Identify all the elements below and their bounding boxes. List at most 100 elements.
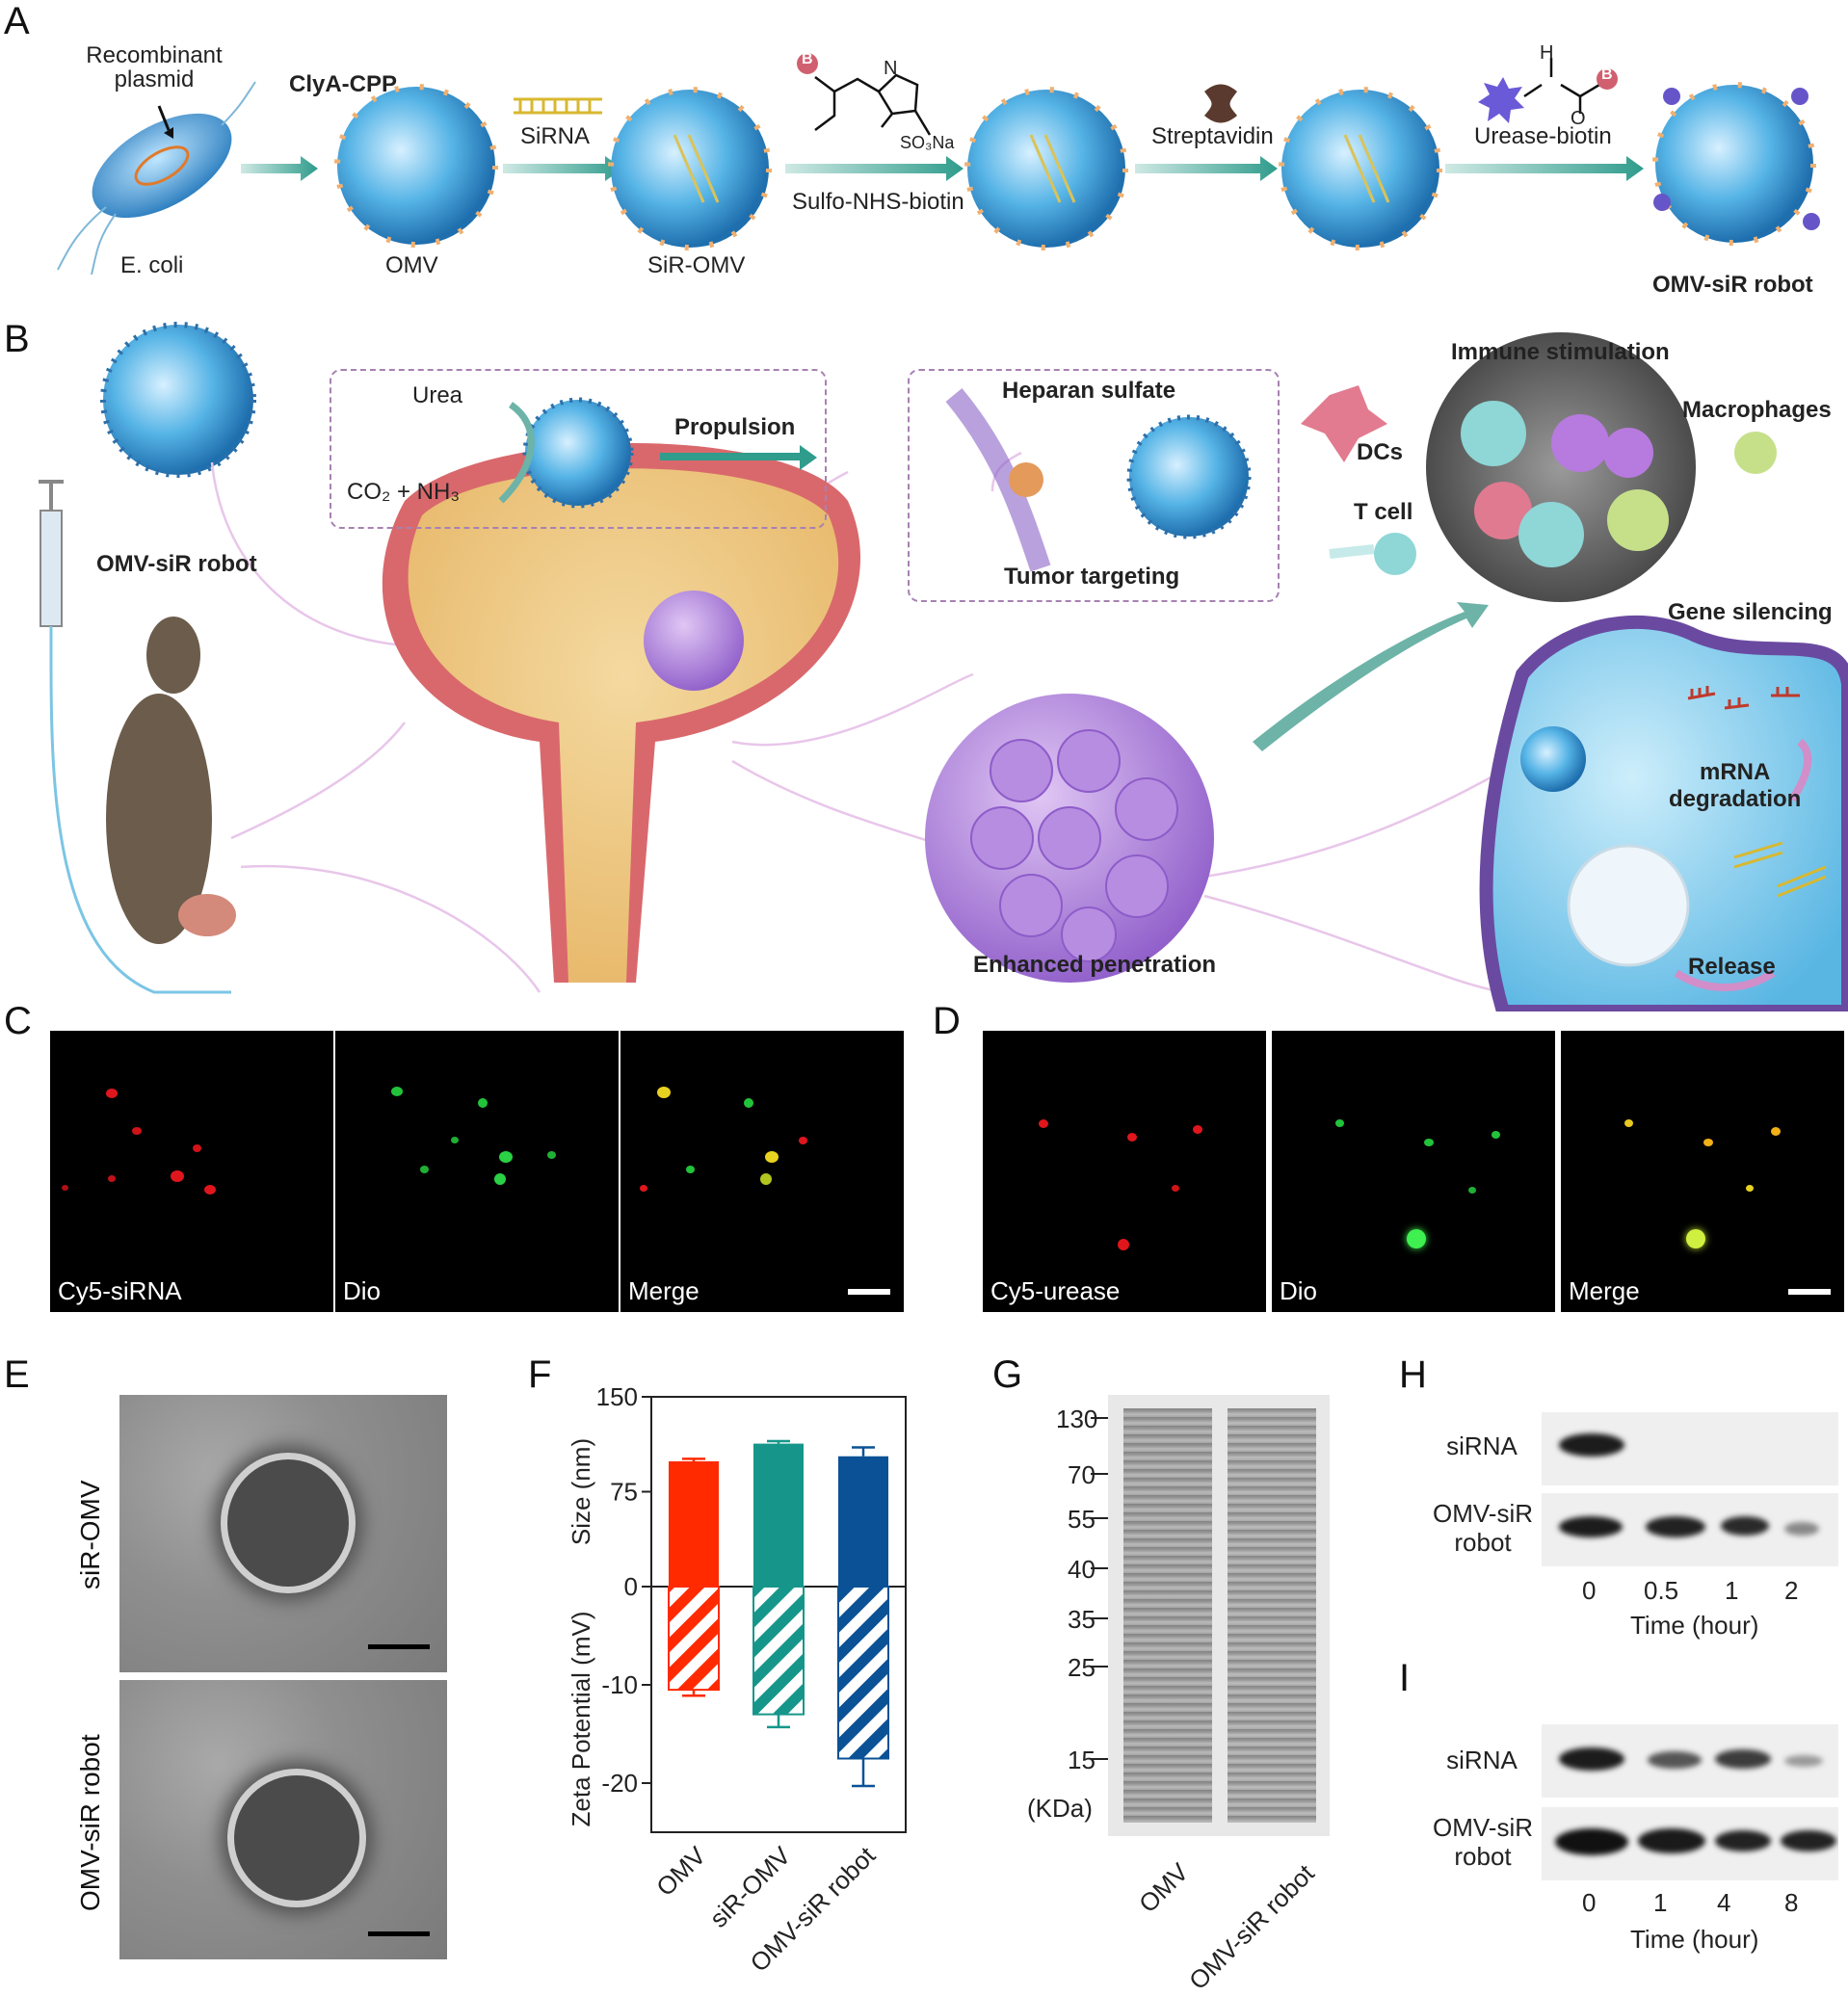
h-time-2: 2 xyxy=(1784,1576,1799,1605)
dcs-label: DCs xyxy=(1357,439,1404,465)
cell-robot-icon xyxy=(1520,726,1586,792)
h-time-0: 0 xyxy=(1582,1576,1597,1605)
f-size-bar xyxy=(753,1443,804,1587)
target-cell-icon xyxy=(1479,615,1848,1011)
i-gel-robot xyxy=(1542,1807,1838,1880)
bladder-icon xyxy=(382,443,861,983)
release-arrow-icon xyxy=(1674,969,1776,991)
omv-label: OMV xyxy=(385,252,438,278)
released-sirna-icon xyxy=(1733,841,1827,898)
d-cy5-urease-image: Cy5-urease xyxy=(983,1031,1266,1312)
panel-label-h: H xyxy=(1399,1353,1427,1396)
e-scale-bar-2 xyxy=(368,1931,430,1936)
o-atom-label: O xyxy=(1571,108,1586,129)
omv-sir-robot-label: OMV-siR robot xyxy=(1652,272,1813,298)
streptavidin-omv-icon xyxy=(1279,87,1442,250)
i-time-8: 8 xyxy=(1784,1888,1799,1917)
targeting-box xyxy=(908,369,1280,602)
i-time-4: 4 xyxy=(1717,1888,1731,1917)
f-size-bar xyxy=(669,1460,719,1587)
tumor-targeting-label: Tumor targeting xyxy=(1004,564,1180,590)
i-row-robot: OMV-siR robot xyxy=(1433,1813,1533,1871)
e-scale-bar-1 xyxy=(368,1644,430,1649)
endosome-icon xyxy=(1567,844,1690,967)
f-ytick-label-upper: 150 xyxy=(596,1382,638,1411)
g-ticks xyxy=(1091,1417,1108,1760)
h-xlabel: Time (hour) xyxy=(1630,1611,1759,1640)
d-scale-bar xyxy=(1788,1289,1831,1295)
g-sds-gel xyxy=(1108,1395,1330,1836)
c-dio-image: Dio xyxy=(335,1031,619,1312)
c-caption-1: Cy5-siRNA xyxy=(58,1276,182,1305)
biotin-omv-icon xyxy=(964,87,1128,250)
biotin-badge-icon-2 xyxy=(1597,68,1618,90)
mouse-icon xyxy=(106,617,236,944)
sir-omv-icon xyxy=(608,87,772,250)
co2-nh3-label: CO₂ + NH₃ xyxy=(347,479,461,505)
i-row-sirna: siRNA xyxy=(1446,1746,1518,1774)
c-caption-3: Merge xyxy=(628,1276,700,1305)
h-gel-robot xyxy=(1542,1493,1838,1566)
omv-sir-robot-icon xyxy=(1652,82,1820,246)
d-caption-3: Merge xyxy=(1569,1276,1640,1305)
panel-label-g: G xyxy=(992,1353,1023,1396)
h-row-sirna: siRNA xyxy=(1446,1431,1518,1460)
c-caption-2: Dio xyxy=(343,1276,382,1305)
f-category-label: OMV xyxy=(650,1841,712,1903)
d-caption-1: Cy5-urease xyxy=(990,1276,1121,1305)
e-coli-icon xyxy=(57,81,256,276)
mrna-fragments-icon xyxy=(1687,686,1800,710)
f-ytick-label-lower: -10 xyxy=(601,1670,638,1699)
release-label: Release xyxy=(1688,954,1776,980)
sulfo-nhs-biotin-structure xyxy=(814,73,932,136)
b-badge-label: B xyxy=(802,51,813,67)
sir-omv-label: SiR-OMV xyxy=(647,252,746,278)
h-gel-sirna xyxy=(1542,1412,1838,1485)
f-plot-frame xyxy=(650,1396,907,1833)
sirna-icon xyxy=(514,97,602,115)
f-bar-chart: 150 75 0 -10 -20 Size (nm) Zeta Potential (mV)… xyxy=(567,1382,907,1978)
i-gel-sirna xyxy=(1542,1724,1838,1798)
targeting-robot-icon xyxy=(1126,414,1252,539)
e-row-label-1: siR-OMV xyxy=(75,1480,105,1589)
c-scale-bar xyxy=(848,1289,890,1295)
urea-label: Urea xyxy=(412,382,463,408)
b-robot-label: OMV-siR robot xyxy=(96,551,257,577)
biotin-badge-icon xyxy=(797,53,818,74)
mrna-degradation-label: mRNA degradation xyxy=(1669,759,1802,812)
f-ytick-label-upper: 0 xyxy=(624,1572,638,1601)
e-coli-label: E. coli xyxy=(120,252,184,278)
propulsion-robot-icon xyxy=(522,397,634,509)
panel-b-schematic xyxy=(39,322,1848,1011)
f-zeta-bar xyxy=(752,1586,805,1716)
sulfo-nhs-biotin-label: Sulfo-NHS-biotin xyxy=(792,189,964,215)
i-time-1: 1 xyxy=(1653,1888,1668,1917)
f-zeta-bar xyxy=(837,1586,889,1760)
panel-label-a: A xyxy=(4,0,30,42)
h-row-robot: OMV-siR robot xyxy=(1433,1499,1533,1557)
e-tem-omv-sir-robot xyxy=(119,1680,447,1959)
b-badge-label-2: B xyxy=(1601,66,1613,83)
degradation-arrow-icon xyxy=(1788,738,1812,802)
g-unit-label: (KDa) xyxy=(1027,1794,1093,1823)
t-cell-label: T cell xyxy=(1354,499,1413,525)
d-merge-image: Merge xyxy=(1561,1031,1844,1312)
f-ylabel-lower: Zeta Potential (mV) xyxy=(567,1612,595,1827)
f-ylabel-upper: Size (nm) xyxy=(567,1438,595,1545)
e-tem-sir-omv xyxy=(119,1395,447,1672)
i-time-0: 0 xyxy=(1582,1888,1597,1917)
enhanced-penetration-label: Enhanced penetration xyxy=(973,952,1217,978)
f-ytick-label-upper: 75 xyxy=(610,1478,638,1507)
immune-arrow-icon xyxy=(1253,602,1489,751)
propulsion-arrow-icon xyxy=(660,445,817,470)
h-time-05: 0.5 xyxy=(1644,1576,1679,1605)
recombinant-plasmid-label: Recombinant plasmid xyxy=(86,42,223,92)
d-dio-image: Dio xyxy=(1272,1031,1555,1312)
panel-label-e: E xyxy=(4,1353,30,1396)
panel-label-i: I xyxy=(1399,1657,1411,1699)
clya-cpp-label: ClyA-CPP xyxy=(289,71,398,97)
f-ytick-label-lower: -20 xyxy=(601,1769,638,1798)
f-zeta-bar xyxy=(668,1586,720,1692)
urease-biotin-structure xyxy=(1523,58,1600,114)
urea-arrow-icon xyxy=(498,402,535,504)
